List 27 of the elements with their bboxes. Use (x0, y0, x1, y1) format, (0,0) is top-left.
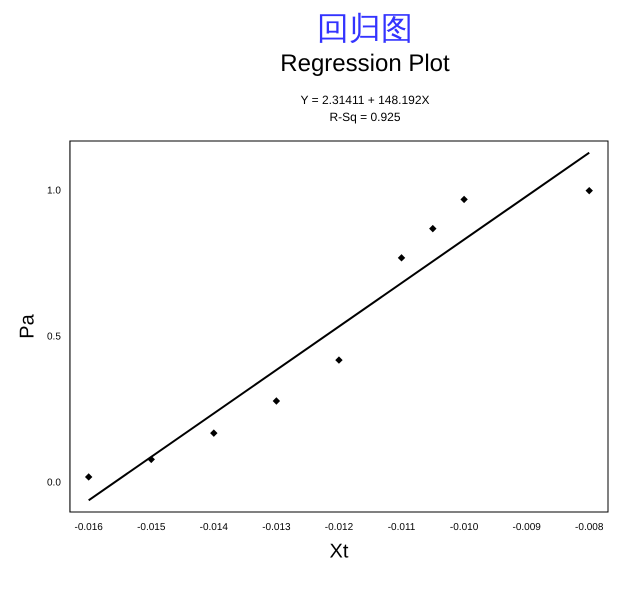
point (460, 196, 468, 203)
x-tick-label: -0.011 (388, 522, 416, 533)
point (272, 397, 280, 404)
point (398, 254, 406, 262)
x-tick-label: -0.008 (575, 522, 604, 533)
y-tick-label: 0.5 (46, 331, 62, 342)
point (85, 473, 92, 480)
point (148, 456, 155, 463)
point (210, 430, 218, 437)
text: R-Sq = 0.925 (328, 109, 402, 126)
x-axis-title: Xt (330, 540, 349, 563)
x-tick-label: -0.016 (74, 522, 104, 533)
x-tick-label: -0.013 (262, 522, 291, 533)
x-tick-label: -0.014 (200, 522, 228, 533)
y-tick-label: 1.0 (46, 185, 62, 196)
text: Y = 2.31411 + 148.192X (299, 92, 430, 109)
x-tick-label: -0.012 (324, 522, 354, 533)
x-tick-label: -0.009 (512, 522, 542, 533)
chart-subtitle: Regression Plot (279, 49, 451, 79)
chart-title: 回归图 (316, 9, 414, 48)
x-tick-label: -0.010 (450, 522, 479, 533)
y-axis-title: Pa (16, 313, 39, 339)
point (335, 356, 342, 364)
point (586, 187, 593, 194)
point (429, 225, 436, 232)
x-tick-label: -0.015 (137, 522, 166, 533)
y-tick-label: 0.0 (46, 478, 62, 489)
